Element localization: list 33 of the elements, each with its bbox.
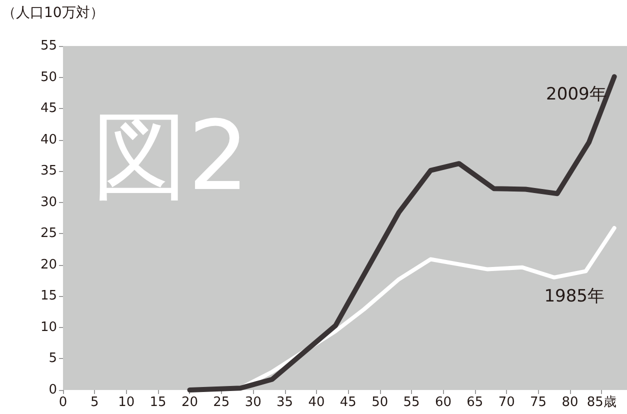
y-tick-label: 5 [48,351,57,366]
y-tick-label: 10 [40,320,57,335]
x-tick-label: 20 [181,395,198,410]
x-tick-label: 65 [466,395,484,410]
x-tick-label: 15 [150,395,166,410]
y-tick-label: 55 [40,38,57,54]
x-tick-label: 50 [372,395,388,410]
y-tick-label: 35 [40,164,57,179]
series-label: 2009年 [546,84,606,105]
x-tick-label: 85歳 [586,395,616,410]
y-tick-label: 40 [40,132,57,148]
y-tick-label: 0 [48,382,57,398]
y-tick-label: 25 [40,226,57,242]
x-tick-label: 60 [434,395,452,410]
x-tick-label: 30 [244,395,262,410]
y-tick-label: 30 [40,194,57,210]
x-tick-label: 25 [213,395,230,410]
y-tick-label: 45 [40,101,57,116]
y-tick-label: 15 [40,288,57,304]
x-tick-label: 80 [562,395,578,410]
x-tick-label: 5 [90,395,99,410]
x-tick-label: 10 [118,395,135,410]
x-tick-label: 0 [58,395,68,410]
x-tick-label: 45 [340,395,356,410]
y-tick-label: 50 [40,70,57,85]
y-axis-title: （人口10万対） [2,5,104,21]
series-label: 1985年 [544,286,604,307]
x-tick-label: 75 [530,395,547,410]
x-tick-label: 55 [403,395,420,410]
x-tick-label: 40 [308,395,325,410]
y-tick-label: 20 [40,257,57,272]
x-tick-label: 70 [498,395,515,410]
x-tick-label: 35 [276,395,294,410]
